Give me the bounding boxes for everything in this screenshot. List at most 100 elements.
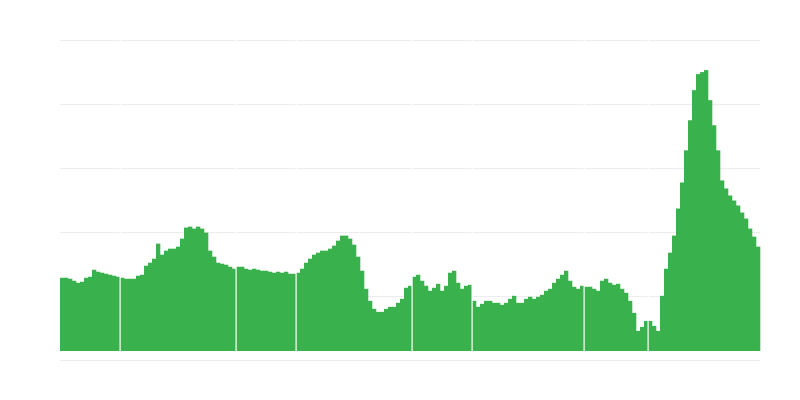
bar <box>248 269 253 351</box>
bar <box>612 284 617 351</box>
bar <box>392 306 397 351</box>
bar <box>728 195 733 351</box>
bar <box>568 280 573 351</box>
bar <box>96 271 101 351</box>
bar <box>580 285 585 351</box>
bar <box>588 286 593 351</box>
bar <box>292 273 297 351</box>
bar <box>68 278 73 351</box>
bar <box>160 254 165 351</box>
bar <box>272 272 277 351</box>
bar <box>540 294 545 351</box>
bar <box>148 262 153 351</box>
bar <box>752 236 757 351</box>
bar <box>192 228 197 351</box>
bar <box>504 302 509 351</box>
bar <box>412 276 417 351</box>
bar <box>756 246 761 351</box>
bar <box>696 74 701 351</box>
bar <box>84 277 89 351</box>
bar <box>408 285 413 351</box>
bar <box>584 286 589 351</box>
bar <box>656 330 661 351</box>
bar <box>448 272 453 351</box>
bar <box>240 266 245 351</box>
bar <box>212 256 217 351</box>
bar <box>732 200 737 351</box>
bar <box>688 120 693 352</box>
bar <box>140 274 145 351</box>
bar <box>592 288 597 351</box>
bar <box>532 298 537 351</box>
bar <box>552 282 557 351</box>
bar <box>224 264 229 351</box>
bar <box>444 285 449 351</box>
bar <box>92 269 97 351</box>
gap-line <box>647 40 649 351</box>
bar <box>608 282 613 351</box>
bar <box>320 250 325 351</box>
bar <box>132 278 137 351</box>
bar <box>416 274 421 351</box>
bar <box>300 268 305 351</box>
gap-line <box>411 40 413 351</box>
bar <box>100 272 105 351</box>
bar <box>668 252 673 351</box>
bar <box>348 238 353 351</box>
bar <box>104 273 109 351</box>
bar <box>168 248 173 351</box>
bar <box>376 311 381 351</box>
bar <box>244 268 249 351</box>
bar <box>116 276 121 351</box>
bar <box>60 277 65 351</box>
bar <box>428 290 433 351</box>
bar <box>484 300 489 351</box>
bar <box>628 300 633 351</box>
bar <box>500 304 505 351</box>
bar <box>644 320 649 351</box>
bar <box>436 283 441 351</box>
bar <box>208 250 213 351</box>
bar <box>284 271 289 351</box>
bar <box>276 271 281 351</box>
bar <box>312 254 317 351</box>
bar <box>544 290 549 351</box>
bar <box>460 288 465 351</box>
bar <box>172 248 177 351</box>
bar <box>120 277 125 351</box>
bar <box>236 266 241 351</box>
bar <box>736 205 741 351</box>
data-gaps <box>119 40 649 351</box>
bar <box>692 90 697 352</box>
bar <box>472 300 477 351</box>
bar <box>156 243 161 351</box>
bar <box>676 208 681 351</box>
bar <box>452 270 457 351</box>
bar <box>600 280 605 351</box>
bar <box>712 125 717 351</box>
bar <box>660 295 665 351</box>
bar <box>560 274 565 351</box>
bar <box>648 320 653 351</box>
bar <box>188 226 193 351</box>
bar <box>260 270 265 351</box>
bar <box>388 306 393 351</box>
bar <box>624 292 629 351</box>
bar <box>420 280 425 351</box>
bar <box>72 280 77 351</box>
bar <box>404 287 409 351</box>
bar <box>360 270 365 351</box>
bar <box>496 302 501 351</box>
bar <box>332 245 337 351</box>
bar <box>364 288 369 351</box>
bar <box>604 278 609 351</box>
bar <box>468 284 473 351</box>
bar <box>528 296 533 351</box>
bar <box>228 266 233 351</box>
bar <box>216 262 221 351</box>
bar <box>512 295 517 351</box>
bar <box>352 244 357 351</box>
bar <box>184 227 189 351</box>
bar <box>424 285 429 351</box>
